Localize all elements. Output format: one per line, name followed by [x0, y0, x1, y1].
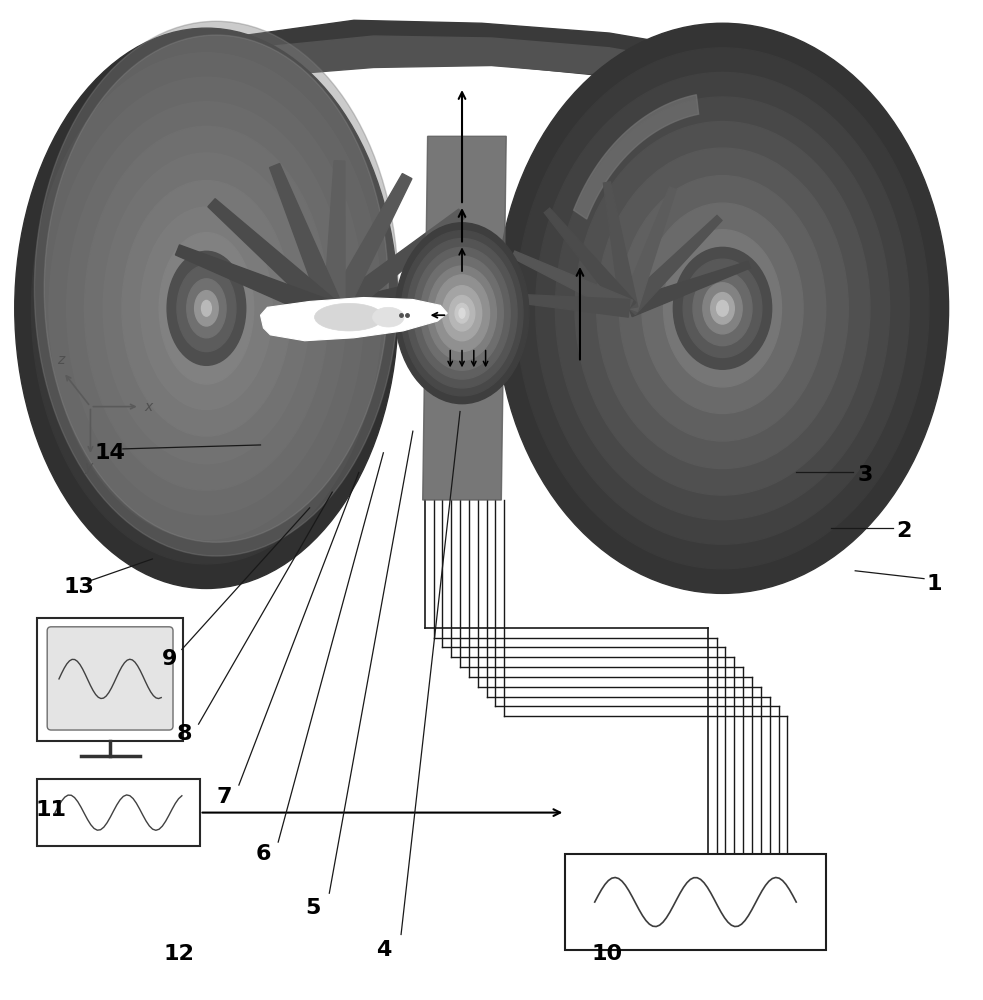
Ellipse shape: [141, 207, 272, 410]
Polygon shape: [512, 251, 633, 316]
Ellipse shape: [192, 281, 221, 336]
Polygon shape: [604, 182, 638, 310]
Ellipse shape: [555, 97, 890, 520]
Text: 2: 2: [896, 521, 912, 541]
Text: 1: 1: [926, 574, 942, 594]
Ellipse shape: [711, 293, 734, 324]
Ellipse shape: [395, 223, 529, 404]
Ellipse shape: [44, 35, 388, 542]
Polygon shape: [501, 294, 630, 317]
Ellipse shape: [421, 256, 503, 370]
Ellipse shape: [693, 271, 752, 346]
Polygon shape: [574, 95, 699, 219]
Ellipse shape: [34, 21, 398, 556]
Ellipse shape: [49, 77, 364, 539]
Text: 8: 8: [177, 724, 193, 744]
Ellipse shape: [401, 231, 523, 396]
Ellipse shape: [703, 283, 742, 334]
FancyBboxPatch shape: [37, 618, 183, 741]
FancyBboxPatch shape: [37, 779, 200, 846]
Ellipse shape: [619, 176, 826, 441]
Ellipse shape: [195, 291, 218, 326]
FancyBboxPatch shape: [565, 854, 826, 950]
Text: z: z: [57, 353, 65, 367]
Ellipse shape: [701, 277, 744, 340]
Ellipse shape: [177, 265, 236, 352]
Ellipse shape: [575, 122, 870, 495]
Ellipse shape: [683, 254, 762, 362]
Text: 13: 13: [63, 577, 94, 597]
Polygon shape: [626, 261, 750, 317]
Text: 7: 7: [216, 787, 232, 807]
Ellipse shape: [177, 257, 236, 359]
Ellipse shape: [516, 48, 929, 569]
FancyBboxPatch shape: [47, 627, 173, 730]
Polygon shape: [260, 298, 447, 341]
Text: 5: 5: [305, 898, 320, 918]
Polygon shape: [423, 136, 506, 500]
Text: 9: 9: [161, 649, 177, 669]
Ellipse shape: [683, 259, 762, 357]
Ellipse shape: [167, 251, 246, 365]
Polygon shape: [623, 215, 722, 315]
Text: 14: 14: [94, 443, 126, 463]
Text: 10: 10: [592, 944, 623, 964]
Ellipse shape: [407, 239, 517, 388]
Ellipse shape: [642, 203, 803, 413]
Text: y: y: [85, 460, 92, 474]
Ellipse shape: [122, 181, 291, 436]
Text: x: x: [145, 400, 152, 414]
Ellipse shape: [664, 230, 781, 387]
Ellipse shape: [428, 266, 496, 360]
Ellipse shape: [434, 275, 490, 352]
Ellipse shape: [67, 102, 346, 515]
Ellipse shape: [159, 233, 254, 384]
Polygon shape: [167, 20, 747, 97]
Ellipse shape: [15, 28, 398, 588]
Ellipse shape: [717, 300, 728, 316]
Ellipse shape: [31, 53, 381, 564]
Ellipse shape: [85, 126, 328, 490]
Ellipse shape: [496, 23, 949, 593]
Ellipse shape: [449, 296, 475, 331]
Ellipse shape: [459, 308, 465, 318]
Text: 11: 11: [35, 800, 67, 820]
Text: 3: 3: [857, 465, 873, 485]
Ellipse shape: [536, 72, 909, 544]
Ellipse shape: [373, 307, 404, 327]
Polygon shape: [323, 161, 345, 314]
Polygon shape: [331, 263, 501, 324]
Ellipse shape: [187, 279, 226, 338]
Ellipse shape: [442, 286, 482, 341]
Text: 12: 12: [163, 944, 195, 964]
Polygon shape: [324, 174, 412, 318]
Polygon shape: [327, 209, 465, 322]
Polygon shape: [207, 199, 341, 321]
Ellipse shape: [597, 148, 848, 469]
Polygon shape: [269, 164, 344, 317]
Polygon shape: [621, 187, 676, 311]
Polygon shape: [175, 245, 338, 323]
Polygon shape: [545, 208, 636, 314]
Polygon shape: [192, 36, 708, 87]
Ellipse shape: [103, 153, 310, 464]
Text: 6: 6: [256, 844, 271, 864]
Ellipse shape: [315, 303, 383, 331]
Text: 4: 4: [376, 940, 391, 960]
Ellipse shape: [455, 303, 469, 323]
Ellipse shape: [673, 247, 772, 369]
Ellipse shape: [414, 247, 510, 379]
Ellipse shape: [202, 300, 211, 316]
